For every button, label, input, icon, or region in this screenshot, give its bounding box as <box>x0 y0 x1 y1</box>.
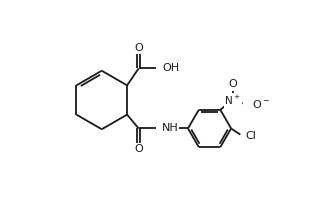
Text: O: O <box>134 43 143 53</box>
Text: O: O <box>228 79 237 89</box>
Text: O: O <box>134 144 143 154</box>
Text: OH: OH <box>163 63 180 73</box>
Text: Cl: Cl <box>246 131 257 141</box>
Text: O$^-$: O$^-$ <box>252 98 270 110</box>
Text: NH: NH <box>162 124 179 133</box>
Text: N$^+$: N$^+$ <box>224 94 241 107</box>
